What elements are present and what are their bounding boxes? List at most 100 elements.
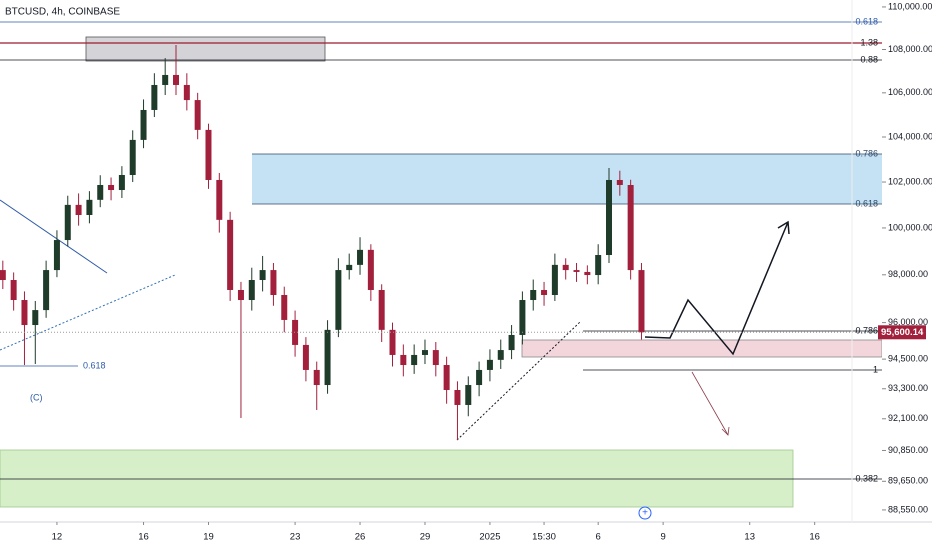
y-tick-label: 96,000.00 (888, 317, 928, 327)
annotation-label: 0.88 (860, 54, 878, 64)
y-tick-label: 110,000.00 (888, 1, 932, 11)
x-tick-label: 6 (596, 532, 601, 543)
trend-line (0, 199, 108, 274)
y-tick-label: 92,100.00 (888, 413, 928, 423)
projection-path (644, 221, 789, 356)
candle-body (508, 334, 515, 351)
annotation-label: 0.382 (855, 473, 878, 483)
candle-body (627, 184, 634, 271)
x-tick-label: 16 (809, 532, 820, 543)
annotation-label: 0.786 (855, 325, 878, 335)
annotation-label: 0.618 (855, 198, 878, 208)
candle-body (346, 264, 353, 271)
axes: 110,000.00 108,000.00 106,000.00 104,000.00… (30, 1, 932, 542)
candle-body (411, 354, 418, 366)
x-tick-label: 13 (744, 532, 755, 543)
candle-body (595, 255, 602, 276)
add-icon[interactable]: + (642, 508, 648, 519)
candle-body (216, 179, 223, 220)
y-tick-label: 104,000.00 (888, 131, 932, 141)
top-zone (85, 36, 326, 62)
candle-body (497, 350, 504, 360)
candle-body (259, 270, 266, 281)
candle-body (108, 184, 115, 191)
candle-body (227, 219, 234, 290)
resistance-zone (252, 154, 882, 204)
x-tick-label: 23 (290, 532, 301, 543)
candle-body (43, 270, 50, 311)
x-tick-label: 15:30 (532, 532, 556, 543)
candle-body (454, 390, 461, 405)
x-tick-label: 2025 (479, 532, 500, 543)
candle-body (118, 174, 125, 191)
x-tick-label: 19 (203, 532, 214, 543)
candle-body (21, 300, 28, 326)
x-tick-label: 29 (420, 532, 431, 543)
candles (0, 44, 882, 441)
y-tick-label: 108,000.00 (888, 44, 932, 54)
candle-body (32, 310, 39, 326)
candle-body (129, 139, 136, 175)
candle-body (562, 264, 569, 271)
candle-body (335, 270, 342, 330)
candle-body (140, 109, 147, 140)
last-price-label: 95,600.14 (881, 327, 924, 338)
annotation-label: 1.38 (860, 37, 878, 47)
candle-body (302, 344, 309, 370)
y-tick-label: 106,000.00 (888, 87, 932, 97)
x-tick-label: 16 (138, 532, 149, 543)
trend-line (456, 321, 581, 441)
candle-body (367, 249, 374, 290)
candle-body (270, 270, 277, 295)
x-tick-label: 26 (355, 532, 366, 543)
candle-body (573, 270, 580, 272)
candle-body (281, 294, 288, 320)
support-zone (0, 449, 794, 508)
candle-body (194, 100, 201, 130)
add-button[interactable] (638, 506, 652, 520)
candle-body (0, 270, 6, 281)
candle-body (378, 289, 385, 330)
arrow-head (777, 220, 790, 235)
candle-body (606, 179, 612, 256)
x-tick-label: 9 (660, 532, 665, 543)
candle-body (400, 354, 407, 366)
last-price-box (878, 325, 926, 340)
annotation-label: 0.618 (855, 16, 878, 26)
arrow-head (721, 426, 730, 436)
candle-body (183, 84, 190, 101)
y-tick-label: 88,550.00 (888, 504, 928, 514)
candle-body (638, 270, 645, 333)
candle-body (616, 179, 623, 185)
x-tick-label: 12 (52, 532, 63, 543)
y-tick-label: 102,000.00 (888, 176, 932, 186)
candle-body (465, 385, 472, 405)
candle-body (75, 204, 82, 216)
price-axis (882, 0, 932, 550)
candle-body (162, 74, 169, 85)
y-tick-label: 98,000.00 (888, 269, 928, 279)
candle-body (584, 271, 591, 276)
candle-body (486, 359, 493, 370)
annotation-label: (C) (30, 392, 43, 402)
candle-body (237, 289, 244, 301)
candle-body (432, 350, 439, 366)
candle-body (313, 369, 320, 386)
y-tick-label: 89,650.00 (888, 476, 928, 486)
candle-body (10, 280, 17, 301)
candle-body (443, 365, 450, 391)
candle-body (476, 369, 483, 386)
y-tick-label: 90,850.00 (888, 445, 928, 455)
annotation-label: 0.618 (83, 360, 106, 370)
candle-body (541, 289, 548, 295)
candle-body (530, 289, 537, 301)
time-axis (0, 522, 932, 550)
y-tick-label: 94,500.00 (888, 354, 928, 364)
candle-body (151, 84, 158, 110)
target-zone (521, 339, 883, 358)
candle-body (86, 199, 93, 216)
candle-body (97, 184, 104, 200)
candle-body (421, 350, 428, 355)
y-tick-label: 100,000.00 (888, 222, 932, 232)
